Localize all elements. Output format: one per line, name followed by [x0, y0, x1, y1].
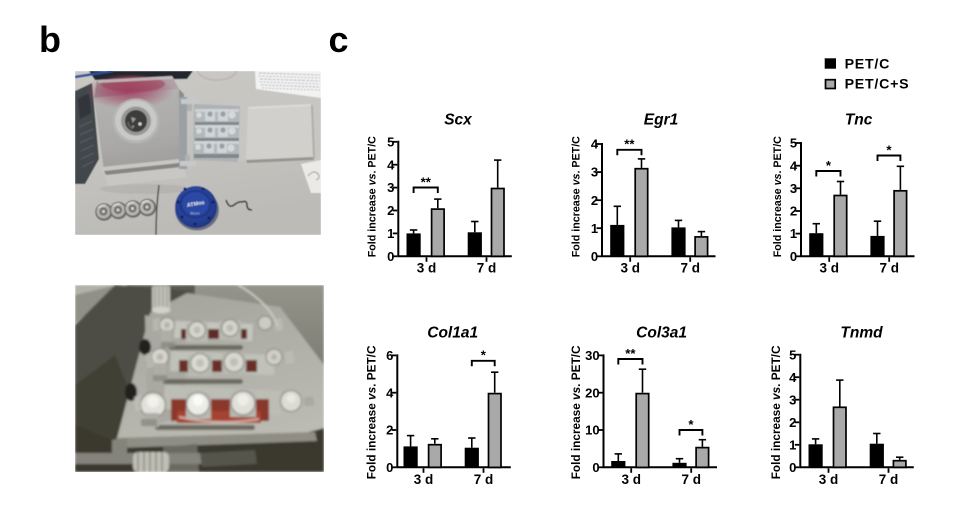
svg-text:7 d: 7 d — [477, 261, 497, 276]
svg-text:*: * — [688, 417, 694, 432]
svg-text:3 d: 3 d — [620, 261, 640, 276]
svg-text:2: 2 — [386, 423, 393, 438]
svg-text:3: 3 — [790, 181, 797, 196]
svg-text:4: 4 — [387, 157, 395, 172]
svg-text:Fold increase vs. PET/C: Fold increase vs. PET/C — [571, 136, 583, 257]
svg-text:Egr1: Egr1 — [644, 112, 678, 129]
svg-text:Tnmd: Tnmd — [840, 324, 883, 341]
svg-text:7 d: 7 d — [474, 472, 494, 487]
svg-text:3 d: 3 d — [819, 261, 839, 276]
svg-text:7 d: 7 d — [681, 472, 701, 487]
svg-text:1: 1 — [591, 221, 598, 236]
svg-text:4: 4 — [591, 137, 599, 152]
svg-text:3 d: 3 d — [414, 472, 434, 487]
svg-text:Col1a1: Col1a1 — [427, 324, 478, 341]
svg-text:7 d: 7 d — [879, 472, 899, 487]
svg-text:0: 0 — [789, 460, 796, 475]
svg-text:Fold increase vs. PET/C: Fold increase vs. PET/C — [367, 136, 379, 257]
svg-text:0: 0 — [592, 460, 599, 475]
svg-text:1: 1 — [387, 226, 394, 241]
svg-text:**: ** — [624, 137, 635, 152]
svg-text:Fold increase vs. PET/C: Fold increase vs. PET/C — [365, 345, 379, 479]
svg-text:Scx: Scx — [444, 112, 473, 129]
svg-text:1: 1 — [790, 226, 797, 241]
svg-text:3 d: 3 d — [621, 472, 641, 487]
svg-text:4: 4 — [386, 385, 394, 400]
svg-text:Bioxx: Bioxx — [190, 212, 199, 216]
svg-text:Col3a1: Col3a1 — [636, 324, 687, 341]
svg-text:Tnc: Tnc — [845, 112, 873, 129]
svg-text:3: 3 — [591, 165, 598, 180]
svg-text:20: 20 — [585, 385, 599, 400]
svg-text:1: 1 — [789, 437, 796, 452]
svg-text:**: ** — [421, 174, 432, 189]
svg-text:**: ** — [625, 346, 636, 361]
svg-text:*: * — [826, 158, 832, 173]
svg-text:*: * — [886, 142, 892, 157]
svg-text:PET/C+S: PET/C+S — [845, 77, 910, 93]
svg-text:5: 5 — [789, 347, 796, 362]
svg-text:5: 5 — [790, 136, 797, 151]
svg-text:4: 4 — [790, 158, 798, 173]
svg-text:4: 4 — [789, 370, 797, 385]
svg-text:0: 0 — [790, 249, 797, 264]
svg-text:ATMos: ATMos — [186, 200, 205, 209]
svg-text:30: 30 — [585, 348, 599, 363]
svg-text:7 d: 7 d — [879, 261, 899, 276]
svg-text:3: 3 — [789, 392, 796, 407]
svg-text:3 d: 3 d — [819, 472, 839, 487]
svg-text:6: 6 — [386, 348, 393, 363]
svg-text:PET/C: PET/C — [845, 56, 891, 72]
svg-text:Fold increase vs. PET/C: Fold increase vs. PET/C — [569, 345, 583, 479]
svg-text:5: 5 — [387, 134, 394, 149]
svg-text:3 d: 3 d — [417, 261, 437, 276]
svg-text:2: 2 — [591, 193, 598, 208]
svg-text:Fold increase vs. PET/C: Fold increase vs. PET/C — [769, 345, 783, 479]
svg-text:0: 0 — [387, 249, 394, 264]
svg-text:Fold increase vs. PET/C: Fold increase vs. PET/C — [772, 136, 784, 257]
svg-text:0: 0 — [386, 460, 393, 475]
svg-text:10: 10 — [585, 423, 599, 438]
svg-text:3: 3 — [387, 180, 394, 195]
svg-text:7 d: 7 d — [680, 261, 700, 276]
svg-text:2: 2 — [789, 415, 796, 430]
svg-text:2: 2 — [790, 204, 797, 219]
svg-text:0: 0 — [591, 249, 598, 264]
svg-text:2: 2 — [387, 203, 394, 218]
svg-text:*: * — [481, 348, 487, 363]
